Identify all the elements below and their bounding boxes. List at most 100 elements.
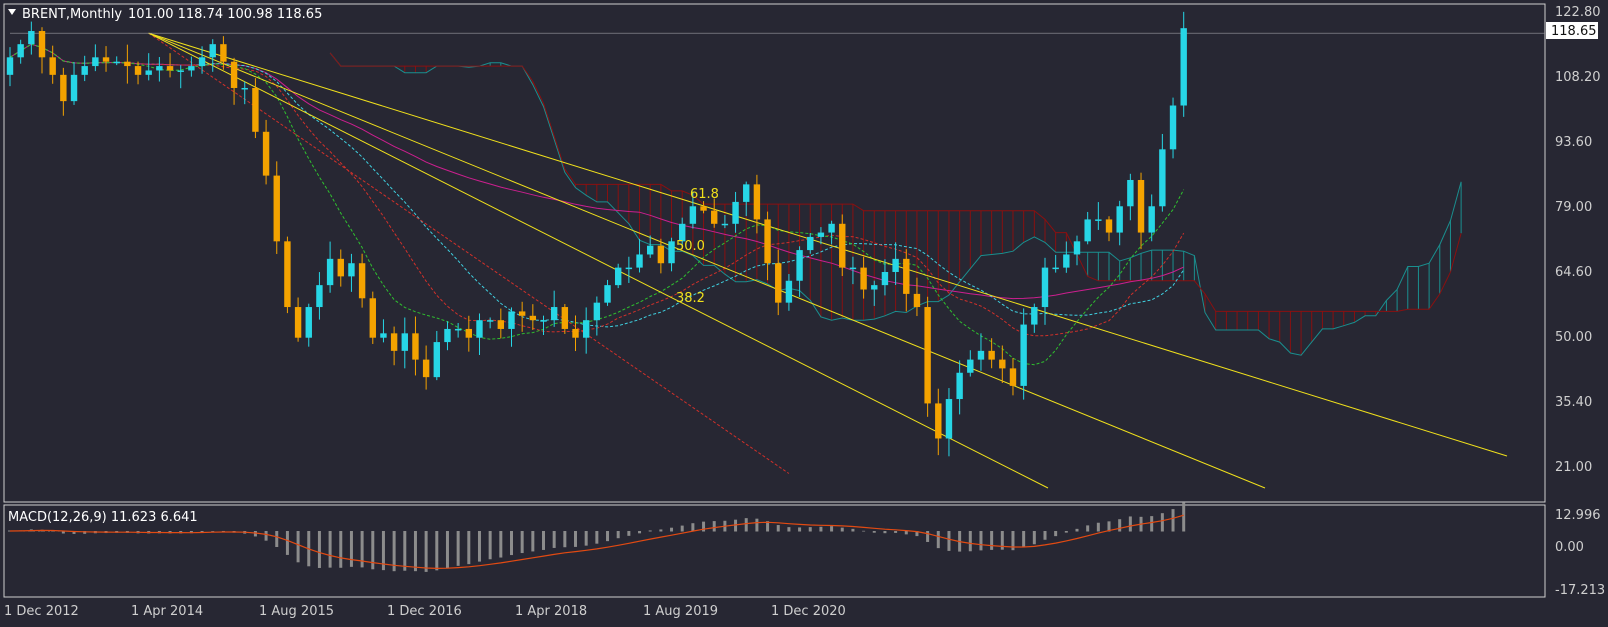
candle-body: [518, 311, 526, 316]
candle-body: [262, 131, 270, 176]
triangle-down-icon[interactable]: [8, 9, 16, 15]
candle-body: [1180, 28, 1187, 106]
candle-body: [60, 74, 67, 102]
macd-tick: 12.996: [1555, 508, 1601, 523]
candle-body: [913, 293, 921, 308]
time-tick: 1 Dec 2012: [4, 604, 79, 619]
time-tick: 1 Dec 2020: [771, 604, 846, 619]
candle-body: [252, 87, 259, 132]
price-tick: 122.80: [1555, 5, 1601, 20]
candle-body: [775, 263, 782, 303]
time-tick: 1 Apr 2014: [131, 604, 203, 619]
candle-body: [273, 175, 280, 242]
candle-body: [1073, 241, 1081, 255]
candle-body: [956, 372, 963, 400]
macd-tick: 0.00: [1555, 540, 1584, 555]
candle-body: [422, 359, 430, 378]
candle-body: [294, 307, 302, 338]
candle-body: [198, 57, 206, 67]
candle-body: [935, 403, 942, 439]
candle-body: [700, 206, 707, 211]
candle-body: [241, 87, 248, 90]
candle-body: [166, 66, 174, 71]
candle-body: [625, 267, 633, 270]
candle-body: [337, 258, 344, 277]
candle-body: [326, 258, 334, 286]
candle-body: [17, 44, 24, 58]
senkou-span-b: [329, 52, 1462, 312]
candle-body: [401, 333, 408, 351]
candle-body: [689, 206, 697, 224]
candle-body: [796, 250, 803, 281]
candle-body: [892, 258, 899, 272]
price-tick: 35.40: [1555, 395, 1592, 410]
candle-body: [454, 328, 462, 331]
candle-body: [134, 66, 142, 75]
candle-body: [860, 267, 867, 290]
price-tick: 50.00: [1555, 330, 1592, 345]
candlestick-series: [6, 11, 1187, 457]
fan-baseline: [148, 32, 790, 474]
candle-body: [1063, 254, 1070, 268]
price-panel-frame: [3, 3, 1546, 503]
candle-body: [1095, 219, 1102, 221]
candle-body: [839, 223, 846, 268]
macd-axis: 12.996 0.00 -17.213: [1555, 508, 1605, 598]
candle-body: [305, 307, 312, 338]
candle-body: [1127, 179, 1134, 207]
candle-body: [849, 267, 857, 270]
last-price-badge: [1546, 22, 1598, 39]
candle-body: [1020, 324, 1027, 386]
candle-body: [572, 328, 579, 338]
candle-body: [476, 320, 483, 338]
time-tick: 1 Dec 2016: [387, 604, 462, 619]
candle-body: [497, 320, 505, 329]
candle-body: [1137, 179, 1145, 233]
candle-body: [358, 263, 366, 299]
candle-body: [348, 263, 355, 277]
candle-body: [102, 57, 110, 62]
fibonacci-fan[interactable]: [10, 32, 1545, 489]
candle-body: [753, 184, 761, 220]
candle-body: [1084, 219, 1091, 242]
time-tick: 1 Aug 2015: [259, 604, 334, 619]
candle-body: [284, 241, 291, 308]
candle-body: [486, 320, 494, 322]
candle-body: [817, 232, 825, 237]
candle-body: [433, 342, 440, 378]
candle-body: [732, 201, 739, 224]
candle-body: [1041, 267, 1049, 308]
candle-body: [764, 219, 771, 264]
candle-body: [390, 333, 398, 351]
candle-body: [38, 31, 46, 58]
candle-body: [529, 315, 537, 321]
candle-body: [679, 223, 686, 242]
candle-body: [70, 74, 78, 102]
symbol-label: BRENT,Monthly: [22, 7, 122, 22]
candle-body: [711, 210, 718, 224]
candle-body: [1116, 206, 1123, 233]
time-tick: 1 Aug 2019: [643, 604, 718, 619]
fib-level-labels: 61.8 50.0 38.2: [676, 187, 719, 306]
candle-body: [807, 236, 814, 251]
candle-body: [988, 350, 995, 360]
candle-body: [113, 61, 120, 64]
candle-body: [1052, 267, 1059, 270]
candle-body: [540, 320, 547, 322]
candle-body: [785, 280, 793, 303]
last-price-label: 118.65: [1551, 24, 1597, 39]
ohlc-values: 101.00 118.74 100.98 118.65: [128, 7, 322, 22]
candle-body: [967, 359, 974, 373]
candle-body: [188, 66, 195, 71]
price-tick: 79.00: [1555, 200, 1592, 215]
candle-body: [903, 258, 910, 294]
ichimoku-cloud: [329, 52, 1462, 356]
fib-label-618: 61.8: [690, 187, 719, 202]
candle-body: [582, 320, 590, 338]
candle-body: [412, 333, 419, 360]
candle-body: [28, 31, 35, 45]
candle-body: [209, 44, 216, 58]
candle-body: [465, 328, 473, 338]
candle-body: [721, 223, 729, 226]
